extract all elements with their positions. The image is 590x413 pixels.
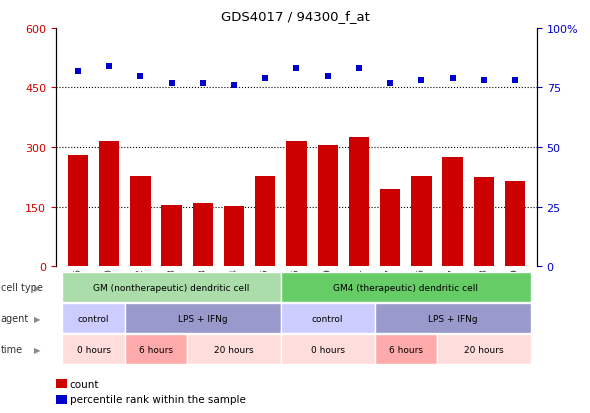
Point — [261, 76, 270, 82]
Point — [385, 80, 395, 87]
Point — [136, 73, 145, 80]
Bar — [411, 176, 431, 266]
Text: ▶: ▶ — [34, 283, 41, 292]
Point — [354, 66, 363, 73]
Bar — [130, 176, 150, 266]
Bar — [68, 156, 88, 266]
Text: control: control — [78, 314, 109, 323]
Text: LPS + IFNg: LPS + IFNg — [428, 314, 477, 323]
Bar — [286, 142, 307, 266]
Text: cell type: cell type — [1, 282, 42, 292]
Text: GM (nontherapeutic) dendritic cell: GM (nontherapeutic) dendritic cell — [93, 283, 250, 292]
Bar — [442, 157, 463, 266]
Point — [323, 73, 332, 80]
Point — [73, 69, 83, 75]
Text: time: time — [1, 344, 22, 354]
Text: count: count — [70, 379, 99, 389]
Bar — [317, 146, 338, 266]
Bar — [162, 205, 182, 266]
Bar — [349, 138, 369, 266]
Point — [167, 80, 176, 87]
Text: GDS4017 / 94300_f_at: GDS4017 / 94300_f_at — [221, 10, 369, 23]
Text: 6 hours: 6 hours — [389, 345, 423, 354]
Point — [510, 78, 520, 85]
Bar — [474, 177, 494, 266]
Point — [417, 78, 426, 85]
Point — [291, 66, 301, 73]
Text: LPS + IFNg: LPS + IFNg — [178, 314, 228, 323]
Text: ▶: ▶ — [34, 314, 41, 323]
Text: control: control — [312, 314, 343, 323]
Bar — [255, 176, 276, 266]
Text: 6 hours: 6 hours — [139, 345, 173, 354]
Text: GM4 (therapeutic) dendritic cell: GM4 (therapeutic) dendritic cell — [333, 283, 478, 292]
Bar — [193, 203, 213, 266]
Text: agent: agent — [1, 313, 29, 323]
Text: percentile rank within the sample: percentile rank within the sample — [70, 394, 245, 404]
Text: 20 hours: 20 hours — [464, 345, 504, 354]
Text: 0 hours: 0 hours — [311, 345, 345, 354]
Bar — [99, 142, 119, 266]
Text: 0 hours: 0 hours — [77, 345, 110, 354]
Point — [448, 76, 457, 82]
Point — [230, 83, 239, 89]
Point — [198, 80, 208, 87]
Bar — [505, 181, 525, 266]
Bar — [224, 206, 244, 266]
Point — [479, 78, 489, 85]
Text: 20 hours: 20 hours — [214, 345, 254, 354]
Bar — [380, 189, 400, 266]
Point — [104, 64, 114, 70]
Text: ▶: ▶ — [34, 345, 41, 354]
